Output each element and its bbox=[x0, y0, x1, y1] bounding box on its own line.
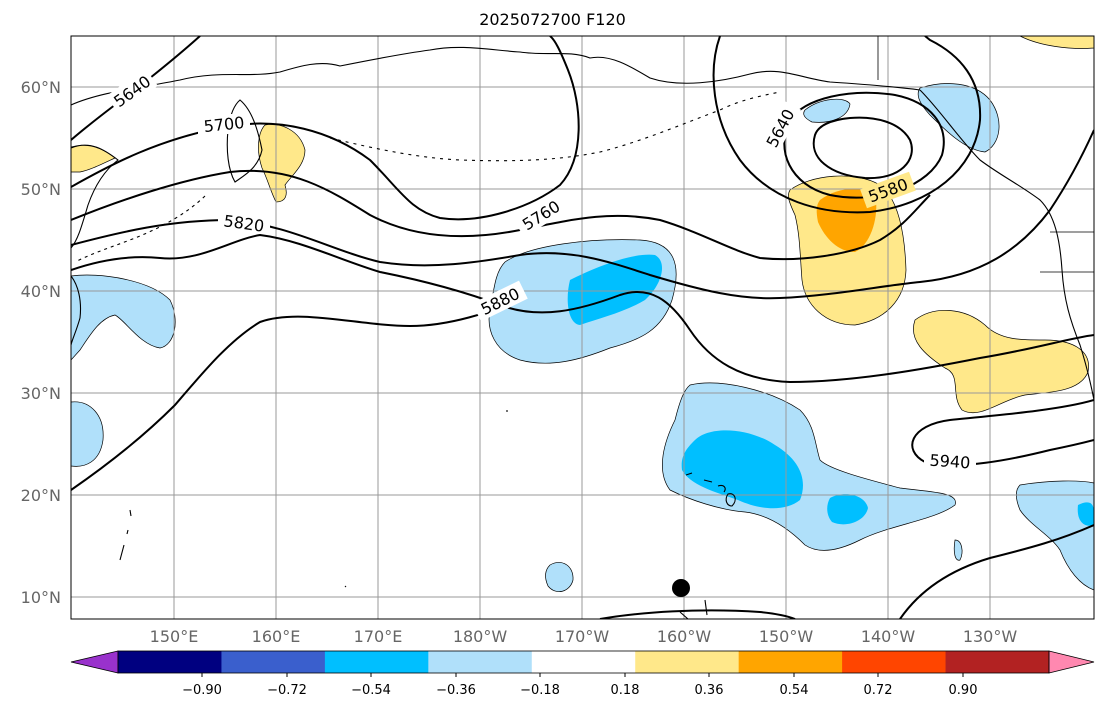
colorbar-segments bbox=[70, 650, 1095, 674]
lat-label: 60°N bbox=[21, 78, 61, 97]
colorbar-tick-label: 0.72 bbox=[864, 683, 893, 698]
colorbar-segment bbox=[531, 651, 636, 673]
lon-label: 170°W bbox=[555, 627, 610, 646]
coastlines bbox=[71, 36, 1094, 619]
colorbar-tick-label: −0.72 bbox=[267, 683, 307, 698]
colorbar-segment bbox=[324, 651, 429, 673]
anomaly-light-blue-small-15n bbox=[953, 539, 963, 561]
colorbar-ticks bbox=[201, 673, 964, 677]
longitude-labels: 150°E 160°E 170°E 180°W 170°W 160°W 150°… bbox=[150, 627, 1018, 646]
colorbar-segment bbox=[118, 651, 222, 673]
anomaly-orange-gulf-of-alaska bbox=[816, 188, 877, 252]
map-panel: 5640 5700 5820 5760 5880 5640 5580 5940 … bbox=[70, 35, 1095, 634]
lon-label: 160°W bbox=[657, 627, 712, 646]
colorbar-tick-label: 0.18 bbox=[611, 683, 640, 698]
storm-position-dot bbox=[672, 579, 690, 597]
colorbar-extend-min bbox=[70, 650, 119, 674]
anomaly-blue-southeast bbox=[1077, 502, 1094, 526]
contour-5760 bbox=[71, 169, 931, 261]
colorbar-tick-label: −0.18 bbox=[520, 683, 560, 698]
colorbar-frame bbox=[117, 650, 1050, 674]
lon-label: 130°W bbox=[963, 627, 1018, 646]
anomaly-yellow-kamchatka bbox=[258, 124, 306, 203]
lat-label: 50°N bbox=[21, 180, 61, 199]
lat-label: 30°N bbox=[21, 384, 61, 403]
shaded-anomaly-regions bbox=[71, 36, 1094, 593]
colorbar-segment bbox=[635, 651, 740, 673]
coastline-small-islands bbox=[119, 410, 708, 619]
lon-label: 150°E bbox=[150, 627, 199, 646]
anomaly-light-blue-small-10n bbox=[545, 562, 574, 593]
lon-label: 160°E bbox=[252, 627, 301, 646]
map-frame bbox=[70, 35, 1095, 620]
figure-title: 2025072700 F120 bbox=[479, 10, 626, 29]
anomaly-light-blue-west-edge-25n bbox=[71, 401, 104, 467]
colorbar-tick-label: 0.54 bbox=[780, 683, 809, 698]
colorbar-segment bbox=[945, 651, 1050, 673]
colorbar-extend-max bbox=[1048, 650, 1095, 674]
contour-5880-bottom bbox=[599, 609, 796, 619]
anomaly-light-blue-west-edge-40n bbox=[71, 274, 176, 361]
contour-5880-southeast bbox=[899, 524, 1094, 619]
lon-label: 180°W bbox=[453, 627, 508, 646]
anomaly-blue-east-of-hawaii bbox=[827, 494, 868, 525]
lon-label: 170°E bbox=[354, 627, 403, 646]
latitude-labels: 60°N 50°N 40°N 30°N 20°N 10°N bbox=[21, 78, 61, 607]
colorbar-tick-label: −0.36 bbox=[436, 683, 476, 698]
lon-label: 140°W bbox=[861, 627, 916, 646]
coastline-west-north-america bbox=[919, 89, 1094, 401]
coastline-hawaii bbox=[685, 472, 736, 507]
lat-label: 10°N bbox=[21, 588, 61, 607]
colorbar-segment bbox=[842, 651, 947, 673]
colorbar-tick-label: 0.90 bbox=[949, 683, 978, 698]
contour-5940 bbox=[911, 399, 1094, 466]
contour-label: 5940 bbox=[929, 451, 971, 473]
contour-5580-ring bbox=[783, 91, 945, 199]
coastline-aleutian-chain bbox=[329, 91, 781, 162]
contour-label: 5700 bbox=[203, 113, 245, 136]
contour-5880-south bbox=[71, 299, 521, 491]
coastline-japan bbox=[71, 275, 82, 346]
anomaly-light-blue-gulf-of-alaska bbox=[803, 98, 851, 123]
colorbar-segment bbox=[738, 651, 843, 673]
colorbar-tick-label: 0.36 bbox=[695, 683, 724, 698]
anomaly-light-blue-southeast bbox=[1015, 480, 1094, 591]
anomaly-light-blue-hawaii bbox=[662, 382, 956, 551]
colorbar-tick-label: −0.90 bbox=[182, 683, 222, 698]
colorbar-tick-label: −0.54 bbox=[351, 683, 391, 698]
anomaly-blue-hawaii bbox=[681, 430, 803, 509]
colorbar: −0.90 −0.72 −0.54 −0.36 −0.18 0.18 0.36 … bbox=[70, 650, 1095, 698]
contour-5520-ring bbox=[812, 116, 913, 180]
colorbar-segment bbox=[428, 651, 533, 673]
colorbar-segment bbox=[221, 651, 326, 673]
anomaly-yellow-northeast-pacific bbox=[913, 310, 1089, 414]
coastline-canada-border bbox=[877, 36, 1094, 273]
contour-5880 bbox=[71, 233, 1094, 384]
lon-label: 150°W bbox=[759, 627, 814, 646]
coastline-okhotsk bbox=[71, 144, 119, 249]
coastline-siberia-alaska bbox=[71, 46, 921, 106]
lat-label: 20°N bbox=[21, 486, 61, 505]
contour-5640-ring bbox=[712, 36, 982, 214]
colorbar-tick-labels: −0.90 −0.72 −0.54 −0.36 −0.18 0.18 0.36 … bbox=[182, 683, 977, 698]
contour-labels: 5640 5700 5820 5760 5880 5640 5580 5940 … bbox=[106, 67, 976, 634]
contour-label: 5880 bbox=[594, 615, 635, 634]
graticule bbox=[71, 36, 1094, 619]
coastline-kuril-chain bbox=[74, 195, 206, 263]
lat-label: 40°N bbox=[21, 282, 61, 301]
